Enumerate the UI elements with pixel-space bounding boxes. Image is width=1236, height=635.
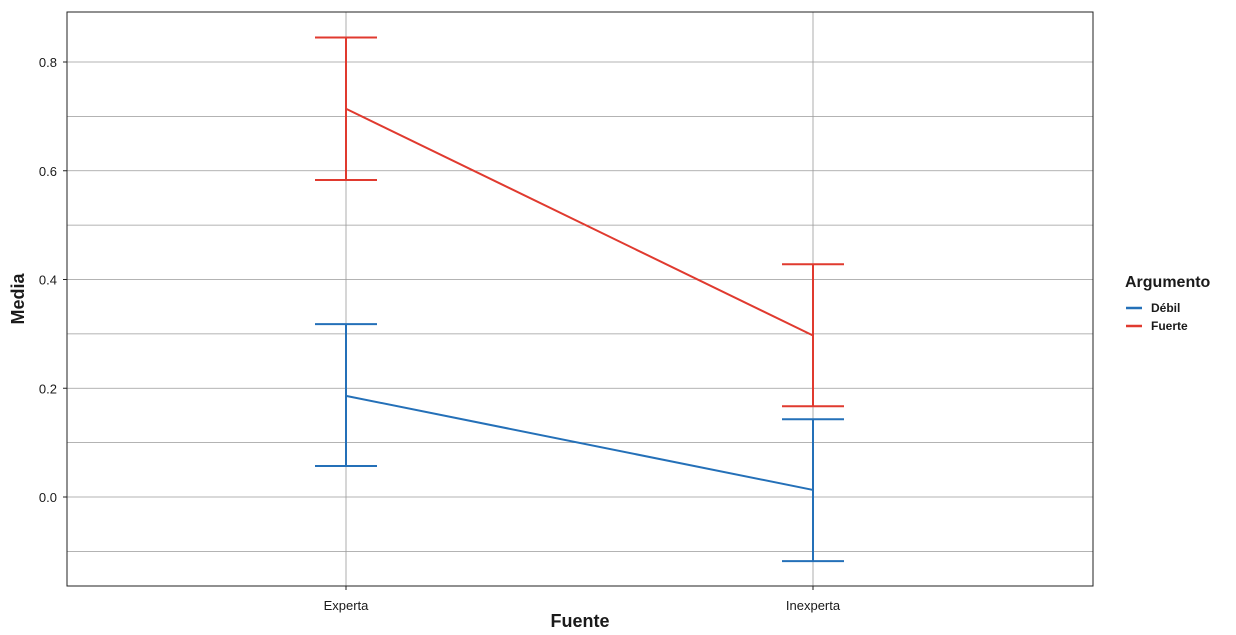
plot-frame bbox=[66, 11, 1094, 587]
y-tick-label: 0.2 bbox=[39, 381, 57, 396]
legend-items: Débil Fuerte bbox=[1126, 301, 1188, 333]
legend-title: Argumento bbox=[1125, 274, 1211, 291]
y-tick-label: 0.4 bbox=[39, 273, 57, 288]
series-line bbox=[345, 394, 814, 491]
x-axis-ticks: Experta Inexperta bbox=[324, 586, 841, 613]
series-fuerte bbox=[315, 36, 844, 408]
legend-label: Fuerte bbox=[1151, 319, 1188, 333]
legend: Argumento Débil Fuerte bbox=[1125, 274, 1211, 333]
x-axis-title: Fuente bbox=[550, 611, 609, 630]
legend-label: Débil bbox=[1151, 301, 1180, 315]
y-axis-title: Media bbox=[8, 273, 28, 325]
y-axis-ticks: 0.0 0.2 0.4 0.6 0.8 bbox=[39, 55, 67, 505]
x-tick-label: Experta bbox=[324, 598, 370, 613]
y-tick-label: 0.0 bbox=[39, 490, 57, 505]
series-débil bbox=[315, 323, 844, 563]
series-line bbox=[345, 107, 814, 337]
x-tick-label: Inexperta bbox=[786, 598, 841, 613]
y-tick-label: 0.6 bbox=[39, 164, 57, 179]
series-layer bbox=[315, 36, 844, 563]
y-tick-label: 0.8 bbox=[39, 55, 57, 70]
grid bbox=[67, 12, 1093, 586]
